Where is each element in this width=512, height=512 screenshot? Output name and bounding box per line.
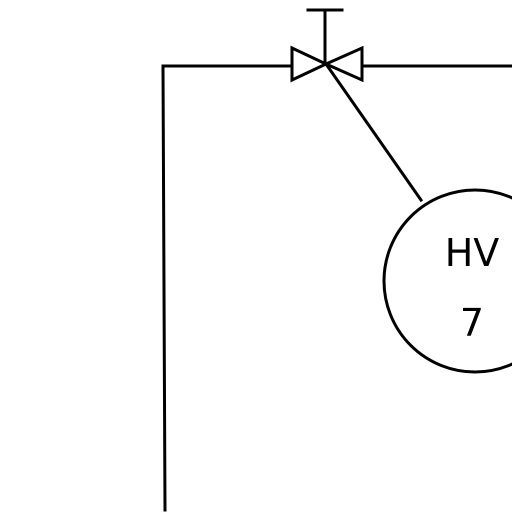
instrument-connection-line <box>323 61 424 203</box>
instrument-function-code: HV <box>445 231 500 275</box>
hand-valve-body-right <box>322 45 364 83</box>
instrument-bubble <box>382 188 512 374</box>
hand-valve-body-left <box>290 45 330 83</box>
instrument-loop-number: 7 <box>460 301 484 345</box>
process-line-left <box>161 64 294 512</box>
